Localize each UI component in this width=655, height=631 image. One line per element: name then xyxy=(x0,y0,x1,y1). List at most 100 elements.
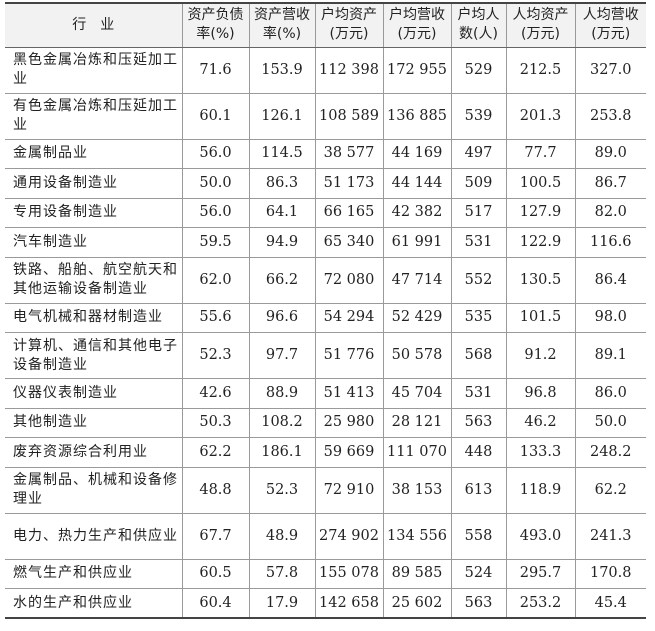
industry-name-cell: 铁路、船舶、航空航天和其他运输设备制造业 xyxy=(5,257,183,304)
value-cell: 535 xyxy=(450,303,507,333)
value-cell: 50.0 xyxy=(574,408,646,438)
value-cell: 50.3 xyxy=(181,408,250,438)
value-cell: 212.5 xyxy=(505,47,576,94)
value-cell: 42 382 xyxy=(382,198,452,228)
value-cell: 38 153 xyxy=(382,467,452,514)
value-cell: 108 589 xyxy=(314,93,384,140)
table-row: 黑色金属冶炼和压延加工业 71.6 153.9 112 398 172 955 529 21… xyxy=(5,47,646,94)
value-cell: 82.0 xyxy=(574,198,646,228)
value-cell: 509 xyxy=(450,168,507,199)
value-cell: 62.2 xyxy=(574,467,646,514)
header-asset-revenue-ratio: 资产营收率(%) xyxy=(248,2,316,48)
industry-name-cell: 金属制品、机械和设备修理业 xyxy=(5,467,183,514)
value-cell: 59.5 xyxy=(181,227,250,258)
value-cell: 91.2 xyxy=(505,332,576,379)
value-cell: 71.6 xyxy=(181,47,250,94)
value-cell: 48.8 xyxy=(181,467,250,514)
value-cell: 86.7 xyxy=(574,168,646,199)
value-cell: 274 902 xyxy=(314,513,384,560)
industry-name-cell: 水的生产和供应业 xyxy=(5,588,183,619)
table-row: 专用设备制造业 56.0 64.1 66 165 42 382 517 127.9 82.0 xyxy=(5,198,646,228)
table-row: 金属制品、机械和设备修理业 48.8 52.3 72 910 38 153 613 118.… xyxy=(5,467,646,514)
value-cell: 517 xyxy=(450,198,507,228)
value-cell: 241.3 xyxy=(574,513,646,560)
value-cell: 17.9 xyxy=(248,588,316,619)
value-cell: 42.6 xyxy=(181,378,250,409)
value-cell: 47 714 xyxy=(382,257,452,304)
industry-name-cell: 金属制品业 xyxy=(5,139,183,169)
table-row: 金属制品业 56.0 114.5 38 577 44 169 497 77.7 89.0 xyxy=(5,139,646,169)
industry-name-cell: 计算机、通信和其他电子设备制造业 xyxy=(5,332,183,379)
industry-name-cell: 电力、热力生产和供应业 xyxy=(5,513,183,560)
value-cell: 563 xyxy=(450,588,507,619)
value-cell: 96.6 xyxy=(248,303,316,333)
value-cell: 89.1 xyxy=(574,332,646,379)
value-cell: 112 398 xyxy=(314,47,384,94)
table-row: 燃气生产和供应业 60.5 57.8 155 078 89 585 524 295.7 170… xyxy=(5,559,646,589)
value-cell: 563 xyxy=(450,408,507,438)
value-cell: 111 070 xyxy=(382,437,452,468)
industry-name-cell: 其他制造业 xyxy=(5,408,183,438)
value-cell: 133.3 xyxy=(505,437,576,468)
value-cell: 51 776 xyxy=(314,332,384,379)
value-cell: 66.2 xyxy=(248,257,316,304)
table-row: 电力、热力生产和供应业 67.7 48.9 274 902 134 556 558 493.… xyxy=(5,513,646,560)
value-cell: 51 413 xyxy=(314,378,384,409)
value-cell: 529 xyxy=(450,47,507,94)
value-cell: 89.0 xyxy=(574,139,646,169)
value-cell: 524 xyxy=(450,559,507,589)
value-cell: 66 165 xyxy=(314,198,384,228)
value-cell: 122.9 xyxy=(505,227,576,258)
value-cell: 170.8 xyxy=(574,559,646,589)
value-cell: 38 577 xyxy=(314,139,384,169)
value-cell: 327.0 xyxy=(574,47,646,94)
value-cell: 531 xyxy=(450,378,507,409)
value-cell: 52 429 xyxy=(382,303,452,333)
value-cell: 130.5 xyxy=(505,257,576,304)
value-cell: 493.0 xyxy=(505,513,576,560)
value-cell: 153.9 xyxy=(248,47,316,94)
value-cell: 88.9 xyxy=(248,378,316,409)
industry-name-cell: 废弃资源综合利用业 xyxy=(5,437,183,468)
table-header-row: 行 业资产负债率(%) 资产营收率(%) 户均资产(万元) 户均营收(万元) 户均人数(… xyxy=(5,2,646,48)
value-cell: 552 xyxy=(450,257,507,304)
header-avg-revenue-per-firm: 户均营收(万元) xyxy=(382,2,452,48)
value-cell: 52.3 xyxy=(181,332,250,379)
value-cell: 45.4 xyxy=(574,588,646,619)
value-cell: 497 xyxy=(450,139,507,169)
value-cell: 61 991 xyxy=(382,227,452,258)
value-cell: 248.2 xyxy=(574,437,646,468)
value-cell: 25 602 xyxy=(382,588,452,619)
value-cell: 155 078 xyxy=(314,559,384,589)
value-cell: 100.5 xyxy=(505,168,576,199)
value-cell: 96.8 xyxy=(505,378,576,409)
industry-name-cell: 仪器仪表制造业 xyxy=(5,378,183,409)
header-avg-employees-per-firm: 户均人数(人) xyxy=(450,2,507,48)
header-avg-assets-per-firm: 户均资产(万元) xyxy=(314,2,384,48)
table-row: 通用设备制造业 50.0 86.3 51 173 44 144 509 100.5 86.7 xyxy=(5,168,646,199)
value-cell: 98.0 xyxy=(574,303,646,333)
value-cell: 142 658 xyxy=(314,588,384,619)
value-cell: 295.7 xyxy=(505,559,576,589)
value-cell: 55.6 xyxy=(181,303,250,333)
value-cell: 52.3 xyxy=(248,467,316,514)
table-row: 计算机、通信和其他电子设备制造业 52.3 97.7 51 776 50 578 568 9… xyxy=(5,332,646,379)
header-assets-per-capita: 人均资产(万元) xyxy=(505,2,576,48)
value-cell: 114.5 xyxy=(248,139,316,169)
industry-name-cell: 专用设备制造业 xyxy=(5,198,183,228)
value-cell: 539 xyxy=(450,93,507,140)
value-cell: 116.6 xyxy=(574,227,646,258)
header-revenue-per-capita: 人均营收(万元) xyxy=(574,2,646,48)
value-cell: 60.5 xyxy=(181,559,250,589)
value-cell: 94.9 xyxy=(248,227,316,258)
value-cell: 62.2 xyxy=(181,437,250,468)
value-cell: 48.9 xyxy=(248,513,316,560)
value-cell: 86.4 xyxy=(574,257,646,304)
value-cell: 136 885 xyxy=(382,93,452,140)
industry-name-cell: 有色金属冶炼和压延加工业 xyxy=(5,93,183,140)
industry-name-cell: 通用设备制造业 xyxy=(5,168,183,199)
header-debt-ratio: 资产负债率(%) xyxy=(181,2,250,48)
value-cell: 558 xyxy=(450,513,507,560)
value-cell: 613 xyxy=(450,467,507,514)
value-cell: 60.1 xyxy=(181,93,250,140)
